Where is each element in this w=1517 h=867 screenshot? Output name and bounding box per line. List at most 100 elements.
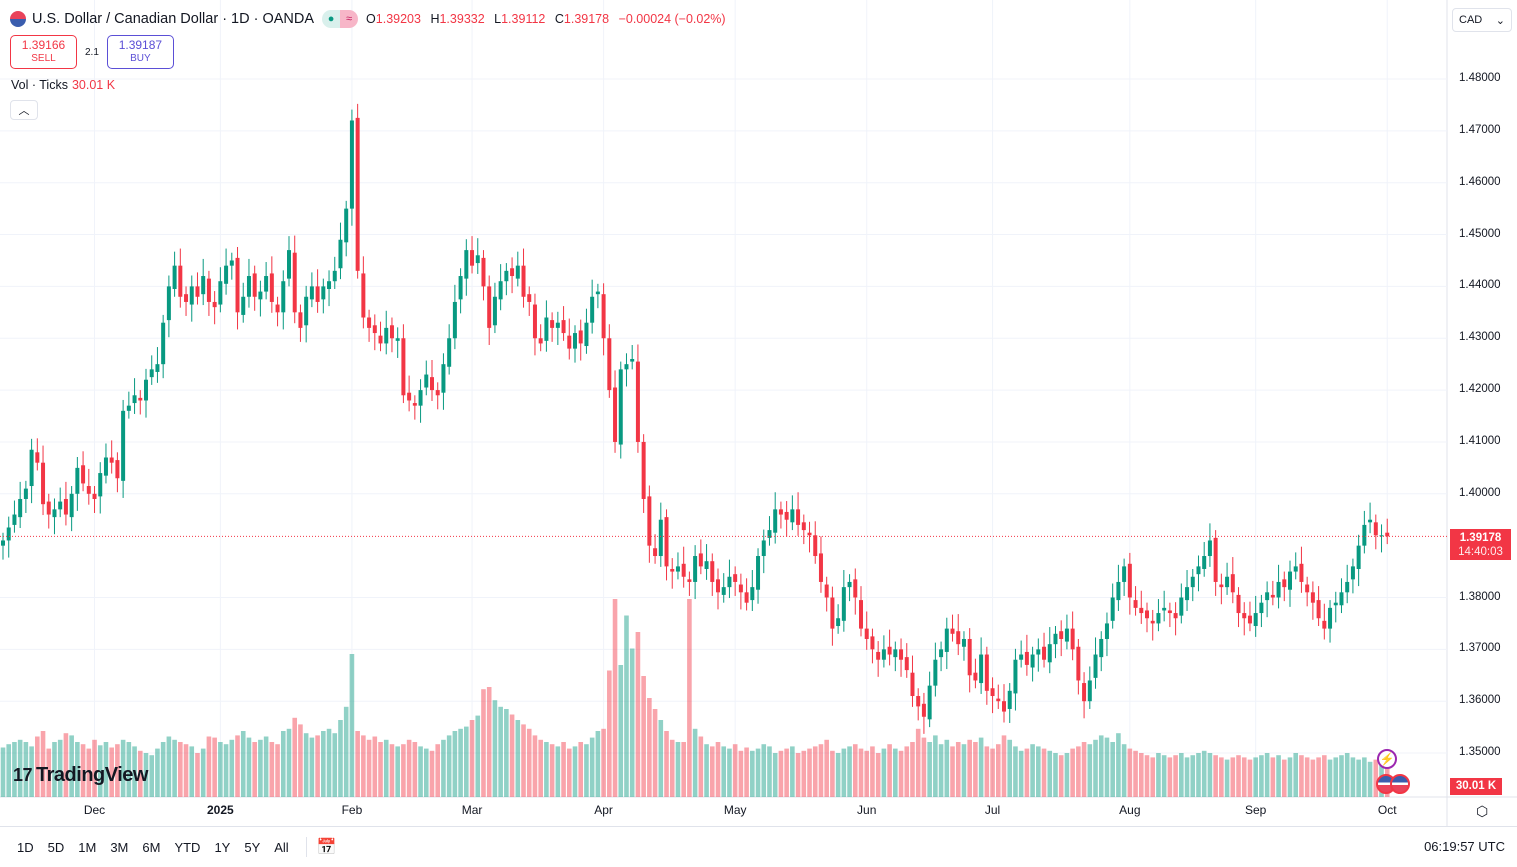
volume-bar xyxy=(115,744,120,797)
candle-body xyxy=(853,579,858,598)
price-tick-label: 1.37000 xyxy=(1459,642,1501,655)
volume-bar xyxy=(1018,750,1024,797)
candle-body xyxy=(1288,571,1292,590)
candle-body xyxy=(155,364,160,372)
candle-body xyxy=(750,587,755,601)
volume-bar xyxy=(641,676,646,797)
volume-bar xyxy=(1201,750,1207,797)
market-status[interactable]: ● ≈ xyxy=(322,10,359,28)
volume-bar xyxy=(532,735,538,797)
candle-body xyxy=(378,335,383,344)
currency-select[interactable]: CAD ⌄ xyxy=(1452,8,1512,32)
candle-body xyxy=(1047,644,1052,663)
volume-bar xyxy=(521,724,526,797)
candle-body xyxy=(979,654,984,684)
volume-bar xyxy=(624,615,629,797)
range-button-6m[interactable]: 6M xyxy=(142,839,161,855)
volume-bar xyxy=(544,742,549,797)
range-button-1y[interactable]: 1Y xyxy=(214,839,231,855)
clock[interactable]: 06:19:57 UTC xyxy=(1424,839,1505,854)
tradingview-logo[interactable]: 17 TradingView xyxy=(13,764,148,787)
candle-body xyxy=(424,374,429,388)
candle-body xyxy=(481,257,486,287)
candle-body xyxy=(109,457,114,463)
price-chart[interactable] xyxy=(0,0,1517,826)
candle-body xyxy=(75,467,80,494)
candle-body xyxy=(1328,607,1333,629)
volume-bar xyxy=(189,746,195,797)
volume-bar xyxy=(229,739,235,797)
volume-bar xyxy=(921,737,927,797)
candle-body xyxy=(304,296,309,326)
volume-bar xyxy=(40,731,46,797)
volume-bar xyxy=(155,748,160,797)
candle-body xyxy=(1104,623,1109,639)
candle-body xyxy=(161,322,166,365)
candle-body xyxy=(1053,633,1058,645)
volume-bar xyxy=(86,748,92,797)
range-button-5d[interactable]: 5D xyxy=(47,839,65,855)
volume-bar xyxy=(1230,757,1236,797)
candle-body xyxy=(1150,620,1155,624)
candle-body xyxy=(132,395,137,404)
candle-body xyxy=(206,278,211,302)
buy-button[interactable]: 1.39187 BUY xyxy=(106,35,174,69)
volume-bar xyxy=(195,753,200,797)
candle-body xyxy=(235,257,240,313)
bar-countdown: 14:40:03 xyxy=(1458,546,1503,558)
volume-bar xyxy=(1327,759,1333,797)
range-button-1m[interactable]: 1M xyxy=(78,839,97,855)
candle-body xyxy=(807,532,812,536)
volume-bar xyxy=(429,750,435,797)
close-value: 1.39178 xyxy=(563,12,610,26)
candle-body xyxy=(887,646,892,655)
date-range-calendar-icon[interactable]: 📅 xyxy=(316,839,337,856)
candle-body xyxy=(1202,556,1207,569)
lightning-event-icon[interactable]: ⚡ xyxy=(1377,749,1397,769)
candle-body xyxy=(1282,579,1287,588)
volume-bar xyxy=(166,736,172,797)
volume-bar xyxy=(1270,757,1276,797)
range-button-all[interactable]: All xyxy=(274,839,289,855)
volume-legend[interactable]: Vol · Ticks 30.01 K xyxy=(11,78,115,92)
range-button-ytd[interactable]: YTD xyxy=(174,839,201,855)
candle-body xyxy=(447,338,452,367)
settings-icon[interactable]: ⬡ xyxy=(1476,803,1489,819)
time-tick-label: Feb xyxy=(341,803,363,817)
candle-body xyxy=(904,657,909,671)
volume-bar xyxy=(1344,753,1350,797)
volume-bar xyxy=(910,742,915,797)
range-button-1d[interactable]: 1D xyxy=(17,839,34,855)
range-button-5y[interactable]: 5Y xyxy=(244,839,261,855)
volume-bar xyxy=(446,735,452,797)
volume-bar xyxy=(252,742,257,797)
candle-body xyxy=(309,286,314,300)
candle-body xyxy=(52,509,57,518)
price-tick-label: 1.44000 xyxy=(1459,279,1501,292)
volume-bar xyxy=(1247,759,1253,797)
candle-body xyxy=(241,296,246,315)
candle-body xyxy=(1087,680,1092,702)
candle-body xyxy=(801,522,806,531)
candle-body xyxy=(1133,600,1138,608)
candle-body xyxy=(790,509,795,523)
candle-body xyxy=(41,462,46,505)
symbol-title[interactable]: U.S. Dollar / Canadian Dollar · 1D · OAN… xyxy=(32,11,315,27)
volume-bar xyxy=(526,728,532,797)
volume-bar xyxy=(755,748,761,797)
volume-bar xyxy=(555,746,561,797)
volume-bar xyxy=(63,733,69,797)
collapse-legend-button[interactable]: ︿ xyxy=(10,100,38,120)
volume-bar xyxy=(1076,746,1081,797)
candle-body xyxy=(487,286,492,328)
candle-body xyxy=(441,364,446,393)
volume-bar xyxy=(750,750,755,797)
candle-body xyxy=(635,361,640,442)
volume-bar xyxy=(944,739,950,797)
sell-button[interactable]: 1.39166 SELL xyxy=(10,35,77,69)
volume-bar xyxy=(1184,757,1190,797)
candle-body xyxy=(184,294,189,302)
range-button-3m[interactable]: 3M xyxy=(110,839,129,855)
us-event-flag-icon-2[interactable] xyxy=(1390,774,1410,794)
trade-panel: 1.39166 SELL 2.1 1.39187 BUY xyxy=(10,35,174,69)
